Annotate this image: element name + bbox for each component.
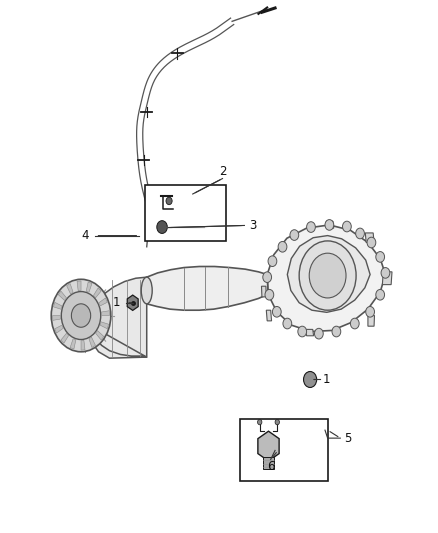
Circle shape [314, 328, 323, 339]
Circle shape [332, 326, 341, 337]
Polygon shape [55, 325, 64, 333]
Polygon shape [58, 291, 67, 301]
Bar [263, 457, 274, 469]
Circle shape [343, 221, 351, 232]
Polygon shape [258, 431, 279, 461]
Circle shape [272, 306, 281, 317]
Text: 2: 2 [219, 165, 226, 178]
Text: 6: 6 [267, 460, 275, 473]
Circle shape [304, 372, 317, 387]
Circle shape [265, 289, 274, 300]
Text: 3: 3 [249, 219, 256, 232]
Circle shape [309, 253, 346, 298]
Polygon shape [261, 286, 266, 297]
Polygon shape [99, 298, 107, 306]
Polygon shape [70, 338, 76, 349]
Circle shape [381, 268, 390, 278]
Circle shape [283, 318, 292, 329]
Text: 5: 5 [345, 432, 352, 445]
Polygon shape [93, 288, 101, 298]
Circle shape [290, 230, 299, 240]
Circle shape [356, 228, 364, 239]
Polygon shape [326, 221, 334, 228]
Circle shape [376, 252, 385, 262]
Polygon shape [102, 311, 110, 316]
Circle shape [268, 256, 277, 266]
Polygon shape [53, 302, 62, 309]
Text: 1: 1 [322, 373, 330, 386]
Polygon shape [61, 333, 69, 343]
Polygon shape [53, 316, 60, 320]
Bar [240, 419, 328, 481]
Circle shape [298, 326, 307, 337]
Polygon shape [95, 330, 104, 340]
Polygon shape [86, 282, 92, 293]
Circle shape [367, 237, 376, 248]
Polygon shape [67, 284, 73, 294]
Polygon shape [90, 277, 147, 358]
Circle shape [258, 419, 262, 425]
Bar [145, 185, 226, 241]
Polygon shape [77, 281, 81, 290]
Polygon shape [266, 310, 272, 321]
Polygon shape [81, 341, 85, 350]
Polygon shape [368, 316, 374, 326]
Circle shape [350, 318, 359, 329]
Circle shape [157, 221, 167, 233]
Text: 4: 4 [81, 229, 89, 242]
Polygon shape [306, 329, 314, 336]
Circle shape [325, 220, 334, 230]
Circle shape [71, 304, 91, 327]
Circle shape [299, 241, 356, 310]
Polygon shape [267, 225, 385, 332]
Circle shape [307, 222, 315, 232]
Circle shape [51, 279, 111, 352]
Polygon shape [100, 322, 109, 329]
Polygon shape [382, 272, 392, 285]
Polygon shape [89, 337, 95, 348]
Text: 1: 1 [112, 296, 120, 309]
Circle shape [263, 272, 272, 282]
Polygon shape [365, 233, 374, 243]
Circle shape [278, 241, 287, 252]
Circle shape [275, 419, 279, 425]
Circle shape [366, 306, 374, 317]
Circle shape [376, 289, 385, 300]
Polygon shape [287, 236, 370, 312]
Ellipse shape [141, 277, 152, 304]
Circle shape [166, 197, 172, 205]
Polygon shape [147, 266, 268, 310]
Polygon shape [127, 295, 138, 310]
Circle shape [61, 292, 101, 340]
